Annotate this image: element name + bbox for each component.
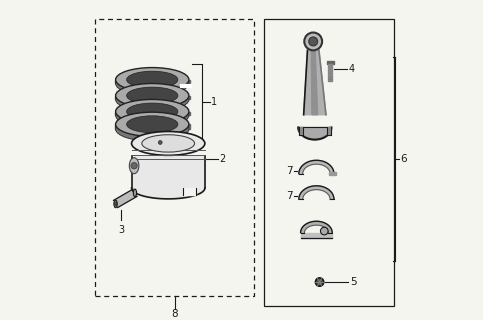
Polygon shape — [188, 112, 190, 116]
Polygon shape — [300, 233, 332, 238]
Ellipse shape — [129, 158, 139, 174]
Ellipse shape — [133, 189, 137, 196]
Circle shape — [304, 33, 322, 50]
Text: 7: 7 — [286, 191, 293, 201]
Polygon shape — [183, 188, 196, 195]
Text: 5: 5 — [350, 277, 356, 287]
Polygon shape — [188, 124, 190, 129]
Polygon shape — [327, 60, 334, 64]
Ellipse shape — [115, 112, 189, 136]
Ellipse shape — [115, 71, 189, 96]
Polygon shape — [298, 127, 331, 140]
Circle shape — [114, 202, 117, 206]
Polygon shape — [328, 64, 332, 81]
Ellipse shape — [115, 87, 189, 112]
Text: 4: 4 — [348, 63, 355, 74]
Ellipse shape — [142, 135, 195, 152]
Polygon shape — [188, 96, 190, 100]
Polygon shape — [131, 156, 205, 188]
Text: 3: 3 — [118, 225, 125, 235]
Text: 1: 1 — [211, 97, 217, 107]
Ellipse shape — [131, 132, 205, 155]
Ellipse shape — [115, 103, 189, 127]
Ellipse shape — [127, 71, 178, 88]
Ellipse shape — [115, 100, 189, 124]
Polygon shape — [114, 189, 137, 208]
Circle shape — [131, 163, 137, 169]
Text: 2: 2 — [219, 154, 226, 164]
Ellipse shape — [115, 84, 189, 108]
Polygon shape — [299, 127, 303, 135]
Polygon shape — [312, 50, 318, 115]
Circle shape — [309, 37, 318, 46]
Ellipse shape — [127, 103, 178, 120]
Circle shape — [158, 140, 162, 144]
Text: 8: 8 — [171, 309, 178, 319]
Polygon shape — [299, 186, 334, 199]
Ellipse shape — [127, 116, 178, 133]
Bar — [95, 19, 254, 296]
Polygon shape — [304, 50, 326, 115]
Polygon shape — [114, 96, 116, 100]
Polygon shape — [115, 80, 189, 124]
Ellipse shape — [115, 68, 189, 92]
Text: 7: 7 — [286, 165, 293, 175]
Polygon shape — [114, 124, 116, 129]
Ellipse shape — [114, 200, 117, 208]
Polygon shape — [299, 160, 334, 174]
Polygon shape — [188, 80, 190, 84]
Polygon shape — [114, 112, 116, 116]
Ellipse shape — [127, 87, 178, 104]
Ellipse shape — [115, 117, 189, 141]
Circle shape — [315, 278, 324, 286]
Polygon shape — [114, 80, 116, 84]
Polygon shape — [329, 172, 337, 175]
Bar — [264, 19, 395, 306]
Polygon shape — [300, 221, 332, 233]
Circle shape — [320, 227, 328, 235]
Polygon shape — [327, 127, 331, 135]
Text: 6: 6 — [400, 154, 407, 164]
